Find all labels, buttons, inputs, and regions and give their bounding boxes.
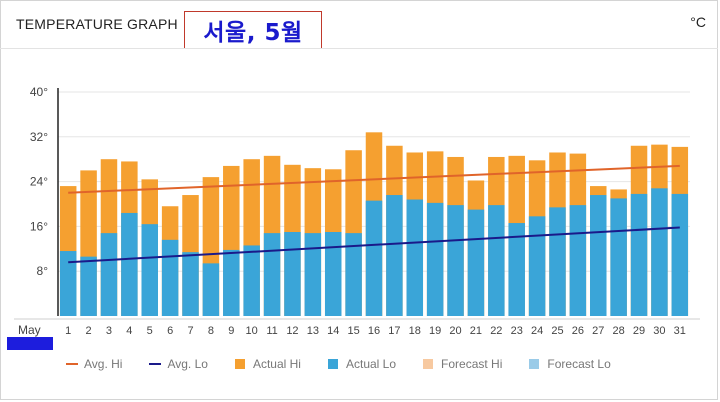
legend-swatch bbox=[66, 363, 78, 365]
legend-swatch bbox=[529, 359, 540, 369]
annotation-text: 서울, 5월 bbox=[203, 20, 303, 46]
x-tick-label: 19 bbox=[429, 325, 441, 337]
bar-actual-lo bbox=[223, 249, 240, 316]
legend-label: Avg. Hi bbox=[84, 357, 123, 371]
x-tick-label: 29 bbox=[633, 325, 645, 337]
legend-item[interactable]: Actual Lo bbox=[327, 357, 397, 371]
legend-item[interactable]: Forecast Lo bbox=[529, 357, 611, 371]
x-tick-label: 22 bbox=[490, 325, 502, 337]
legend-item[interactable]: Avg. Lo bbox=[149, 357, 208, 371]
y-tick-label: 40° bbox=[30, 85, 48, 99]
x-tick-label: 17 bbox=[388, 325, 400, 337]
legend-label: Forecast Lo bbox=[547, 357, 611, 371]
x-tick-label: 4 bbox=[126, 325, 132, 337]
bar-actual-lo bbox=[671, 193, 689, 316]
x-tick-label: 20 bbox=[449, 325, 461, 337]
x-tick-label: 9 bbox=[228, 325, 234, 337]
avg-lo-line bbox=[68, 226, 680, 264]
bar-actual-lo bbox=[630, 193, 648, 316]
legend-swatch bbox=[149, 363, 162, 365]
x-tick-label: 6 bbox=[167, 325, 173, 337]
bar-actual-lo bbox=[100, 233, 118, 316]
bar-actual-lo bbox=[508, 223, 525, 316]
y-tick-label: 16° bbox=[30, 219, 48, 233]
legend-label: Avg. Lo bbox=[167, 357, 208, 371]
x-tick-label: 14 bbox=[327, 325, 339, 337]
x-tick-label: 26 bbox=[572, 325, 584, 337]
legend-swatch bbox=[327, 359, 338, 369]
x-tick-label: 31 bbox=[674, 325, 686, 337]
x-tick-label: 15 bbox=[347, 325, 359, 337]
avg-hi-line bbox=[68, 164, 680, 194]
bar-actual-lo bbox=[406, 199, 424, 316]
x-tick-label: 23 bbox=[511, 325, 523, 337]
x-tick-label: 25 bbox=[551, 325, 563, 337]
legend-swatch bbox=[423, 359, 434, 369]
bar-actual-lo bbox=[141, 224, 158, 316]
x-tick-label: 27 bbox=[592, 325, 604, 337]
x-tick-label: 13 bbox=[307, 325, 319, 337]
bar-actual-lo bbox=[263, 233, 281, 316]
bar-actual-lo bbox=[304, 233, 322, 316]
bar-actual-lo bbox=[447, 205, 464, 316]
bar-actual-lo bbox=[324, 232, 342, 316]
bar-actual-lo bbox=[569, 205, 587, 316]
x-tick-label: 8 bbox=[208, 325, 214, 337]
legend-label: Forecast Hi bbox=[441, 357, 503, 371]
x-tick-label: 18 bbox=[409, 325, 421, 337]
y-tick-label: 8° bbox=[37, 264, 49, 278]
month-label: May bbox=[18, 323, 41, 337]
legend-item[interactable]: Avg. Hi bbox=[66, 357, 122, 371]
header-divider bbox=[0, 48, 718, 49]
chart-legend: Avg. Hi Avg. Lo Actual Hi Actual Lo Forecast… bbox=[66, 357, 638, 371]
x-tick-label: 3 bbox=[106, 325, 112, 337]
x-tick-label: 2 bbox=[86, 325, 92, 337]
bar-actual-lo bbox=[590, 195, 607, 316]
x-tick-label: 30 bbox=[653, 325, 665, 337]
chart-title: TEMPERATURE GRAPH bbox=[16, 16, 178, 32]
y-tick-label: 32° bbox=[30, 130, 48, 144]
y-tick-label: 24° bbox=[30, 175, 48, 189]
bar-actual-lo bbox=[467, 209, 485, 316]
x-tick-label: 16 bbox=[368, 325, 380, 337]
bar-actual-lo bbox=[365, 200, 383, 316]
bar-actual-lo bbox=[161, 239, 179, 316]
bar-actual-lo bbox=[426, 202, 444, 316]
bar-actual-lo bbox=[610, 198, 627, 316]
x-tick-label: 7 bbox=[187, 325, 193, 337]
x-tick-label: 10 bbox=[246, 325, 258, 337]
bar-actual-lo bbox=[651, 188, 668, 316]
bar-actual-lo bbox=[80, 256, 97, 316]
x-tick-label: 12 bbox=[286, 325, 298, 337]
bar-actual-lo bbox=[121, 212, 138, 316]
x-tick-label: 11 bbox=[266, 325, 277, 337]
unit-toggle[interactable]: °C bbox=[690, 14, 706, 30]
bar-actual-lo bbox=[243, 245, 260, 316]
bar-actual-lo bbox=[386, 195, 403, 316]
bar-actual-lo bbox=[202, 263, 220, 316]
bar-actual-lo bbox=[488, 205, 505, 316]
annotation-box: 서울, 5월 bbox=[184, 11, 322, 49]
bar-actual-lo bbox=[182, 252, 199, 316]
bar-actual-lo bbox=[549, 207, 566, 316]
x-tick-label: 24 bbox=[531, 325, 543, 337]
x-tick-label: 28 bbox=[613, 325, 625, 337]
legend-label: Actual Lo bbox=[345, 357, 397, 371]
x-tick-label: 21 bbox=[470, 325, 482, 337]
legend-label: Actual Hi bbox=[252, 357, 301, 371]
bar-actual-lo bbox=[59, 251, 77, 316]
x-tick-label: 5 bbox=[147, 325, 153, 337]
bar-actual-lo bbox=[284, 232, 301, 316]
x-tick-label: 1 bbox=[65, 325, 71, 337]
legend-swatch bbox=[234, 359, 245, 369]
legend-item[interactable]: Actual Hi bbox=[234, 357, 301, 371]
month-highlight bbox=[7, 337, 53, 350]
bar-actual-lo bbox=[345, 233, 362, 316]
legend-item[interactable]: Forecast Hi bbox=[423, 357, 502, 371]
bar-actual-lo bbox=[528, 216, 546, 316]
